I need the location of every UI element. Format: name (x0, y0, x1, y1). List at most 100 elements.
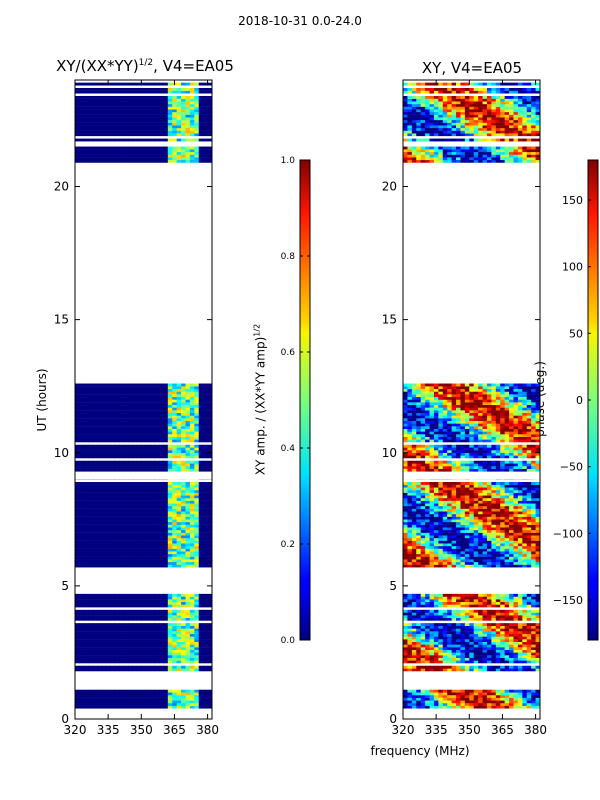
amp-heat-cell (207, 420, 212, 424)
phase-heat-cell (491, 644, 497, 648)
amp-heat-cell (101, 98, 107, 102)
amp-heat-cell (110, 703, 116, 706)
amp-heat-cell (189, 119, 195, 123)
amp-heat-cell (92, 434, 98, 437)
amp-heat-cell (136, 450, 142, 453)
amp-heat-cell (141, 146, 147, 150)
amp-heat-cell (114, 490, 120, 493)
amp-heat-cell (145, 402, 151, 406)
phase-heat-cell (509, 559, 514, 563)
amp-heat-cell (145, 652, 151, 656)
phase-heat-cell (460, 641, 466, 645)
phase-heat-cell (482, 644, 488, 648)
amp-heat-cell (128, 418, 133, 421)
amp-heat-cell (79, 703, 85, 706)
amp-heat-cell (203, 399, 208, 403)
amp-heat-cell (163, 103, 169, 107)
amp-heat-cell (189, 468, 195, 472)
amp-heat-cell (128, 125, 133, 129)
amp-heat-cell (189, 404, 195, 408)
amp-heat-cell (163, 705, 169, 709)
phase-heat-cell (464, 609, 470, 613)
phase-heat-cell (451, 556, 457, 560)
amp-heat-cell (75, 114, 80, 118)
amp-heat-cell (101, 660, 107, 664)
phase-heat-cell (464, 652, 470, 656)
amp-heat-cell (114, 695, 120, 698)
phase-heat-cell (451, 551, 457, 555)
amp-heat-cell (145, 660, 151, 664)
amp-heat-cell (141, 535, 147, 539)
amp-heat-cell (158, 157, 164, 161)
amp-heat-cell (203, 407, 208, 411)
amp-heat-cell (207, 117, 212, 121)
phase-heat-cell (411, 692, 417, 696)
amp-heat-cell (150, 604, 155, 608)
amp-heat-cell (194, 122, 200, 126)
amp-heat-cell (145, 524, 151, 528)
amp-heat-cell (203, 463, 208, 467)
amp-heat-cell (158, 652, 164, 656)
amp-heat-cell (88, 540, 94, 544)
amp-heat-cell (203, 420, 208, 424)
amp-heat-cell (97, 644, 102, 648)
amp-heat-cell (198, 516, 204, 520)
amp-heat-cell (97, 431, 102, 435)
amp-heat-cell (128, 641, 133, 645)
phase-heat-cell (526, 705, 532, 709)
amp-heat-cell (172, 450, 178, 453)
amp-heat-cell (79, 394, 85, 398)
amp-heat-cell (88, 636, 94, 640)
phase-heat-cell (531, 561, 536, 565)
phase-heat-cell (486, 689, 492, 693)
amp-heat-cell (150, 545, 155, 549)
phase-heat-cell (486, 625, 492, 629)
amp-heat-cell (158, 463, 164, 467)
amp-heat-cell (83, 404, 89, 408)
amp-heat-cell (167, 130, 173, 134)
phase-heat-cell (513, 564, 519, 568)
amp-heat-cell (198, 484, 204, 488)
phase-heat-cell (486, 655, 492, 658)
amp-heat-cell (189, 498, 195, 501)
amp-heat-cell (194, 625, 200, 629)
amp-heat-cell (141, 498, 147, 501)
phase-heat-cell (513, 639, 519, 642)
amp-heat-cell (79, 396, 85, 400)
amp-heat-cell (114, 700, 120, 704)
amp-heat-cell (194, 109, 200, 113)
phase-heat-cell (442, 596, 448, 600)
phase-heat-cell (425, 604, 430, 608)
phase-heat-cell (535, 657, 540, 661)
amp-heat-cell (185, 665, 191, 669)
amp-heat-cell (163, 138, 169, 142)
amp-heat-cell (79, 498, 85, 501)
amp-heat-cell (163, 529, 169, 533)
amp-heat-cell (172, 492, 178, 496)
amp-heat-cell (101, 87, 107, 91)
amp-heat-cell (128, 689, 133, 693)
phase-heat-cell (482, 596, 488, 600)
amp-heat-cell (136, 561, 142, 565)
amp-heat-cell (132, 553, 138, 557)
amp-heat-cell (150, 633, 155, 637)
amp-heat-cell (185, 484, 191, 488)
phase-heat-cell (416, 633, 422, 637)
amp-heat-cell (114, 647, 120, 650)
amp-heat-cell (110, 527, 116, 531)
amp-heat-cell (128, 657, 133, 661)
amp-heat-cell (123, 447, 129, 451)
amp-heat-cell (92, 692, 98, 696)
phase-heat-cell (500, 553, 506, 557)
amp-heat-cell (101, 111, 107, 115)
amp-heat-cell (167, 98, 173, 102)
amp-heat-cell (119, 391, 125, 395)
amp-heat-cell (145, 423, 151, 427)
amp-heat-cell (92, 394, 98, 398)
amp-heat-cell (97, 695, 102, 698)
amp-heat-cell (119, 410, 125, 414)
phase-heat-cell (509, 625, 514, 629)
phase-heat-cell (500, 655, 506, 658)
amp-heat-cell (194, 386, 200, 390)
amp-heat-cell (88, 543, 94, 547)
